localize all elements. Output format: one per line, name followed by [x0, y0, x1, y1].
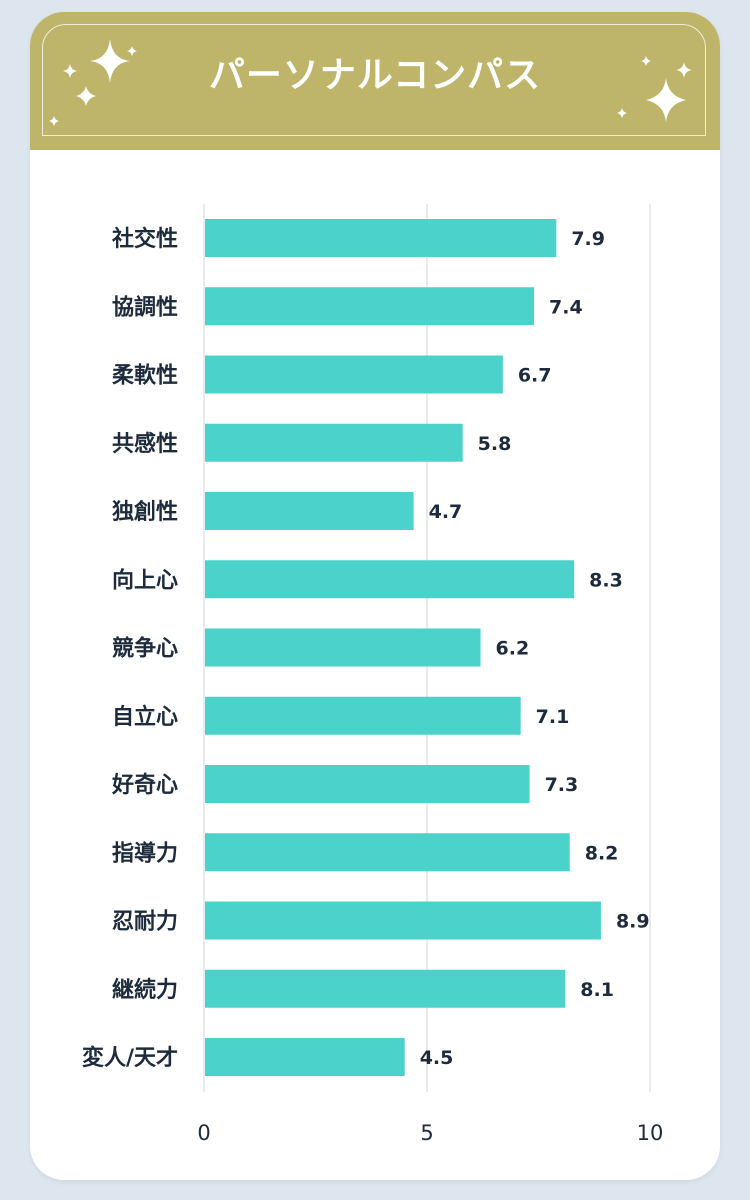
sparkle-icon — [617, 108, 627, 118]
header-frame — [42, 24, 706, 136]
sparkle-icon — [63, 64, 77, 78]
card-header: パーソナルコンパス — [30, 12, 720, 150]
sparkle-icon — [646, 78, 686, 122]
x-tick-label: 5 — [420, 1121, 433, 1145]
sparkle-icon — [90, 39, 130, 83]
category-label: 好奇心 — [111, 772, 178, 798]
page-title: パーソナルコンパス — [208, 55, 542, 96]
bar — [205, 219, 557, 257]
sparkle-icon — [676, 62, 692, 78]
sparkle-icon — [76, 86, 96, 106]
x-tick-label: 0 — [197, 1121, 210, 1145]
category-label: 向上心 — [112, 567, 178, 593]
value-label: 8.2 — [585, 842, 619, 864]
category-label: 柔軟性 — [112, 363, 178, 389]
bar — [205, 901, 601, 940]
sparkles-decoration — [49, 39, 692, 126]
category-label: 協調性 — [112, 294, 178, 320]
value-label: 7.3 — [545, 774, 579, 796]
category-label: 社交性 — [112, 226, 178, 252]
value-label: 6.7 — [518, 365, 552, 387]
sparkle-icon — [49, 116, 59, 126]
category-label: 共感性 — [112, 431, 178, 457]
bar — [205, 423, 463, 462]
category-label: 独創性 — [112, 500, 178, 525]
value-label: 8.9 — [616, 911, 650, 933]
value-label: 8.1 — [580, 979, 614, 1001]
bar — [205, 287, 535, 326]
value-label: 4.7 — [429, 501, 463, 523]
category-label: 変人/天才 — [82, 1045, 178, 1071]
bar — [205, 560, 575, 599]
value-label: 8.3 — [589, 569, 623, 591]
category-label: 忍耐力 — [112, 910, 178, 935]
value-label: 6.2 — [496, 638, 530, 660]
sparkle-icon — [641, 56, 651, 66]
bar — [205, 355, 503, 394]
sparkle-icon — [127, 46, 137, 56]
bar — [205, 696, 521, 735]
value-label: 7.1 — [536, 706, 570, 728]
bar — [205, 1038, 405, 1076]
bar — [205, 765, 530, 803]
value-label: 4.5 — [420, 1047, 454, 1069]
bar — [205, 492, 414, 530]
bar — [205, 833, 570, 872]
category-label: 指導力 — [112, 840, 178, 866]
value-label: 5.8 — [478, 433, 512, 455]
value-label: 7.4 — [549, 296, 583, 318]
value-label: 7.9 — [571, 228, 605, 250]
category-label: 競争心 — [112, 636, 178, 662]
category-label: 継続力 — [112, 977, 178, 1003]
x-tick-label: 10 — [637, 1121, 664, 1145]
category-label: 自立心 — [112, 704, 178, 730]
bar — [205, 969, 566, 1008]
bar — [205, 628, 481, 667]
